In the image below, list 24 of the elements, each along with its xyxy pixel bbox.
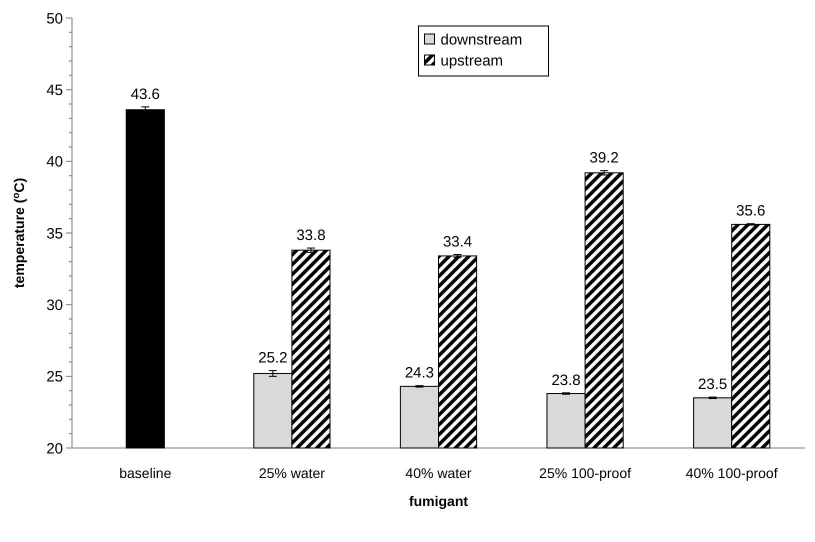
data-label: 35.6 xyxy=(736,202,766,220)
y-tick-label: 30 xyxy=(46,296,63,314)
y-tick-label: 20 xyxy=(46,440,63,458)
data-label: 39.2 xyxy=(590,150,619,167)
data-label: 23.5 xyxy=(698,376,728,394)
x-tick-label: 40% water xyxy=(405,465,472,481)
data-label: 43.6 xyxy=(130,86,160,103)
data-label: 33.4 xyxy=(442,234,472,250)
y-tick-label: 35 xyxy=(46,225,63,242)
legend-label: downstream xyxy=(440,31,522,48)
data-label: 33.8 xyxy=(296,227,326,244)
x-tick-label: baseline xyxy=(119,465,172,481)
y-tick-label: 50 xyxy=(46,10,63,28)
y-tick-label: 40 xyxy=(46,154,63,171)
data-label: 25.2 xyxy=(258,350,288,367)
x-tick-label: 25% water xyxy=(258,465,326,481)
y-tick-label: 45 xyxy=(46,82,63,99)
x-axis-title: fumigant xyxy=(408,493,468,509)
y-tick-label: 25 xyxy=(46,368,63,386)
data-label: 23.8 xyxy=(551,372,581,389)
x-tick-label: 25% 100-proof xyxy=(539,465,632,481)
legend-label: upstream xyxy=(440,52,504,70)
data-label: 24.3 xyxy=(404,364,434,382)
x-tick-label: 40% 100-proof xyxy=(686,465,778,481)
